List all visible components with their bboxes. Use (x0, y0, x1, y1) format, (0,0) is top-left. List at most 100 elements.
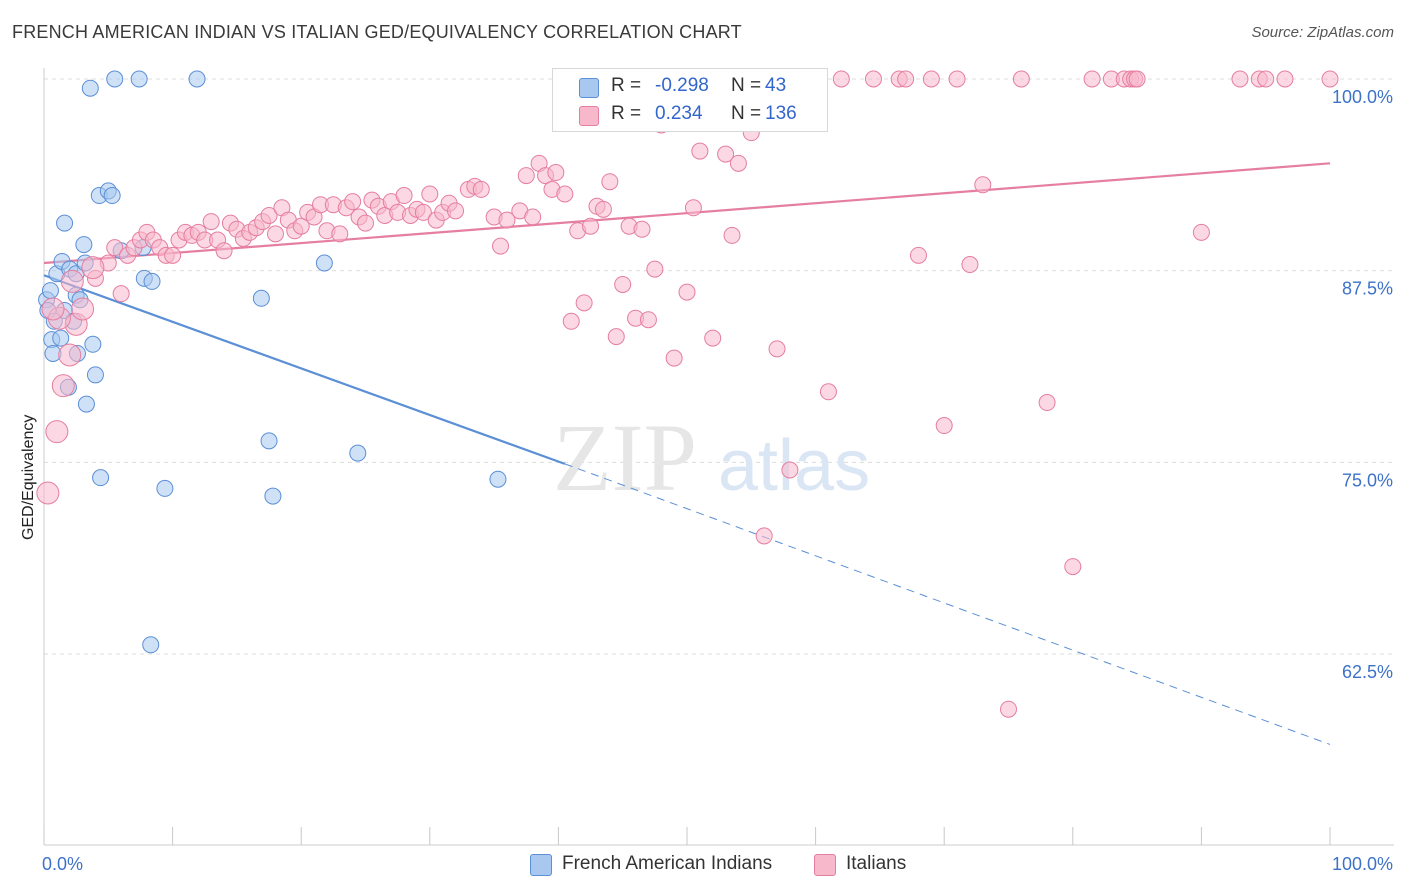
y-tick-label: 62.5% (1342, 662, 1393, 682)
data-point (92, 469, 110, 487)
data-point (562, 312, 580, 330)
trend-line-french-american-indians (43, 274, 566, 465)
data-point (665, 349, 683, 367)
data-point (106, 70, 124, 88)
data-point (819, 383, 837, 401)
data-point (948, 70, 966, 88)
data-point (704, 329, 722, 347)
legend-swatch-french-american-indians (579, 78, 599, 98)
data-point (961, 256, 979, 274)
data-point (1321, 70, 1339, 88)
data-point (723, 226, 741, 244)
data-point (646, 260, 664, 278)
data-point (492, 237, 510, 255)
data-point (260, 432, 278, 450)
data-point (633, 220, 651, 238)
data-point (60, 269, 84, 293)
data-point (252, 289, 270, 307)
data-point (832, 70, 850, 88)
data-point (188, 70, 206, 88)
data-point (864, 70, 882, 88)
data-point (729, 154, 747, 172)
data-point (81, 256, 105, 280)
data-point (935, 417, 953, 435)
data-point (36, 481, 60, 505)
legend-n-value: 43 (765, 75, 787, 96)
stats-legend: R = -0.298 N = 43 R = 0.234 N = 136 (552, 68, 828, 132)
data-point (547, 164, 565, 182)
data-point (331, 225, 349, 243)
data-point (71, 297, 95, 321)
data-point (781, 461, 799, 479)
data-point (142, 636, 160, 654)
data-point (414, 203, 432, 221)
data-point (1000, 700, 1017, 718)
data-point (897, 70, 915, 88)
data-point (344, 193, 362, 211)
data-point (266, 225, 284, 243)
data-point (202, 213, 220, 231)
legend-row-italians: R = 0.234 N = 136 (553, 101, 827, 129)
data-point (421, 185, 439, 203)
chart-title: FRENCH AMERICAN INDIAN VS ITALIAN GED/EQ… (12, 22, 742, 42)
legend-label: Italians (846, 853, 907, 874)
data-point (607, 328, 625, 346)
data-point (112, 285, 130, 303)
y-tick-label: 87.5% (1342, 279, 1393, 299)
data-point (447, 202, 465, 220)
data-point (678, 283, 696, 301)
data-point (498, 211, 516, 229)
data-point (524, 208, 542, 226)
legend-swatch-french-american-indians (530, 854, 552, 876)
legend-r-value: -0.298 (655, 75, 709, 96)
data-point (103, 187, 121, 205)
data-point (472, 180, 490, 198)
series-legend: French American Indians Italians (0, 852, 1406, 878)
data-point (264, 487, 282, 505)
data-point (143, 272, 161, 290)
data-point (684, 199, 702, 217)
data-point (77, 395, 95, 413)
data-point (909, 246, 927, 264)
data-point (717, 145, 735, 163)
data-point (1064, 558, 1082, 576)
data-point (215, 242, 233, 260)
data-point (130, 70, 148, 88)
x-tick-label: 0.0% (42, 854, 83, 874)
data-point (106, 239, 124, 257)
data-point (156, 479, 174, 497)
data-point (81, 79, 99, 97)
data-point (601, 173, 619, 191)
data-point (75, 236, 93, 254)
legend-n-label: N = (731, 103, 762, 124)
data-point (1276, 70, 1294, 88)
data-point (56, 214, 74, 232)
data-point (1083, 70, 1101, 88)
data-point (768, 340, 786, 358)
source-label: Source: ZipAtlas.com (1251, 24, 1394, 41)
data-point (1012, 70, 1030, 88)
data-point (974, 176, 992, 194)
x-tick-label: 100.0% (1332, 854, 1393, 874)
data-point (260, 206, 278, 224)
legend-n-value: 136 (765, 103, 797, 124)
data-point (639, 311, 657, 329)
data-point (755, 527, 773, 545)
data-point (1257, 70, 1275, 88)
data-point (517, 167, 535, 185)
data-point (1128, 70, 1146, 88)
data-point (1231, 70, 1249, 88)
data-point (51, 374, 75, 398)
data-point (164, 246, 182, 264)
data-point (41, 297, 65, 321)
data-point (58, 343, 82, 367)
legend-swatch-italians (579, 106, 599, 126)
data-point (575, 294, 593, 312)
watermark-zip: ZIP (553, 404, 697, 511)
data-point (315, 254, 333, 272)
data-point (489, 470, 507, 488)
legend-r-label: R = (611, 75, 642, 96)
legend-r-value: 0.234 (655, 103, 703, 124)
y-axis-label: GED/Equivalency (20, 414, 37, 540)
data-point (292, 217, 310, 235)
